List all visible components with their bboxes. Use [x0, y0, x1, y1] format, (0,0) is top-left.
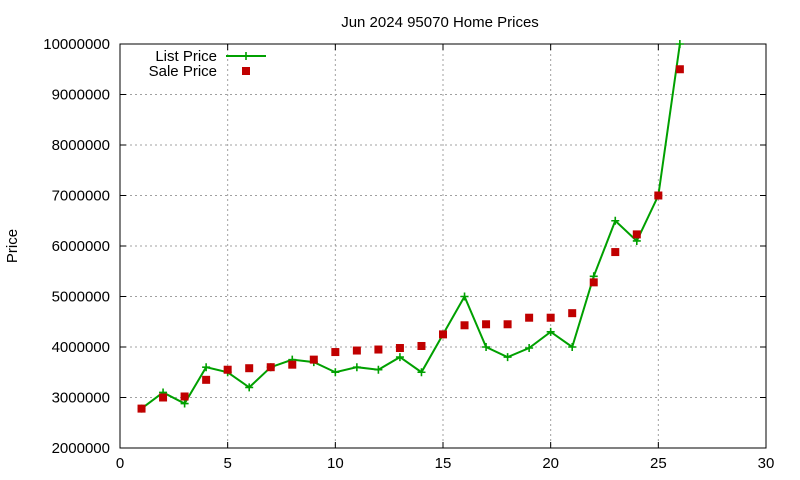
- x-tick-label: 5: [223, 455, 231, 472]
- sale-price-point: [482, 320, 491, 329]
- sale-price-point: [288, 360, 297, 369]
- list-price-line: [140, 43, 681, 410]
- ticks: 2000000 3000000 4000000 5000000 6000000 70000…: [43, 36, 774, 472]
- sale-price-point: [546, 313, 555, 322]
- list-price-point: [352, 363, 361, 372]
- sale-price-point: [159, 393, 168, 402]
- sale-price-point: [137, 404, 146, 413]
- legend-key-list-price: [226, 52, 266, 60]
- list-price-point: [611, 216, 620, 225]
- list-price-point: [180, 399, 189, 408]
- list-price-point: [245, 383, 254, 392]
- sale-price-point: [503, 320, 512, 329]
- sale-price-point: [568, 309, 577, 318]
- sale-price-point: [245, 364, 254, 373]
- legend-plus-swatch: [242, 52, 250, 60]
- sale-price-point: [439, 330, 447, 339]
- sale-price-point: [589, 278, 598, 287]
- x-tick-label: 15: [435, 455, 452, 472]
- list-price-point: [331, 368, 340, 377]
- list-price-point: [482, 343, 491, 351]
- legend-label-sale-price: Sale Price: [149, 63, 217, 80]
- legend-square-swatch: [242, 67, 250, 75]
- sale-price-point: [374, 345, 383, 354]
- sale-price-point: [180, 392, 189, 401]
- sale-price-point: [460, 321, 469, 330]
- sale-price-point: [611, 248, 620, 257]
- y-tick-label: 8000000: [52, 137, 110, 154]
- legend-key-sale-price: [242, 67, 250, 75]
- list-price-point: [460, 292, 469, 301]
- y-tick-label: 5000000: [52, 289, 110, 306]
- list-price-point: [546, 327, 555, 336]
- list-price-point: [525, 344, 534, 353]
- sale-price-point: [395, 344, 404, 353]
- legend: List Price Sale Price: [149, 48, 266, 80]
- sale-price-point: [202, 375, 211, 384]
- sale-price-point: [331, 348, 340, 357]
- y-tick-label: 7000000: [52, 188, 110, 205]
- y-axis-label: Price: [4, 229, 21, 263]
- sale-price-point: [417, 341, 426, 350]
- y-tick-label: 2000000: [52, 440, 110, 457]
- sale-price-point: [632, 230, 641, 239]
- sale-price-point: [266, 363, 275, 372]
- sale-price-point: [654, 191, 663, 200]
- list-price-point: [503, 353, 512, 362]
- list-price-point: [202, 363, 211, 372]
- y-tick-label: 10000000: [43, 36, 110, 53]
- x-tick-label: 30: [758, 455, 775, 472]
- list-price-point: [417, 368, 426, 377]
- list-price-point: [395, 353, 404, 362]
- y-tick-label: 3000000: [52, 390, 110, 407]
- sale-price-point: [223, 365, 232, 374]
- x-tick-label: 20: [542, 455, 559, 472]
- x-tick-label: 10: [327, 455, 344, 472]
- chart-title: Jun 2024 95070 Home Prices: [341, 14, 539, 31]
- list-price-point: [374, 365, 383, 374]
- sale-price-point: [525, 313, 534, 322]
- grid: [120, 44, 766, 448]
- y-tick-label: 6000000: [52, 238, 110, 255]
- legend-label-list-price: List Price: [155, 48, 217, 65]
- series: [137, 40, 684, 413]
- x-tick-label: 0: [116, 455, 124, 472]
- y-tick-label: 9000000: [52, 87, 110, 104]
- sale-price-point: [352, 346, 361, 355]
- list-price-point: [675, 40, 684, 48]
- x-tick-label: 25: [650, 455, 667, 472]
- y-tick-label: 4000000: [52, 339, 110, 356]
- sale-price-point: [309, 355, 318, 364]
- sale-price-point: [675, 65, 684, 74]
- list-price-point: [568, 343, 577, 351]
